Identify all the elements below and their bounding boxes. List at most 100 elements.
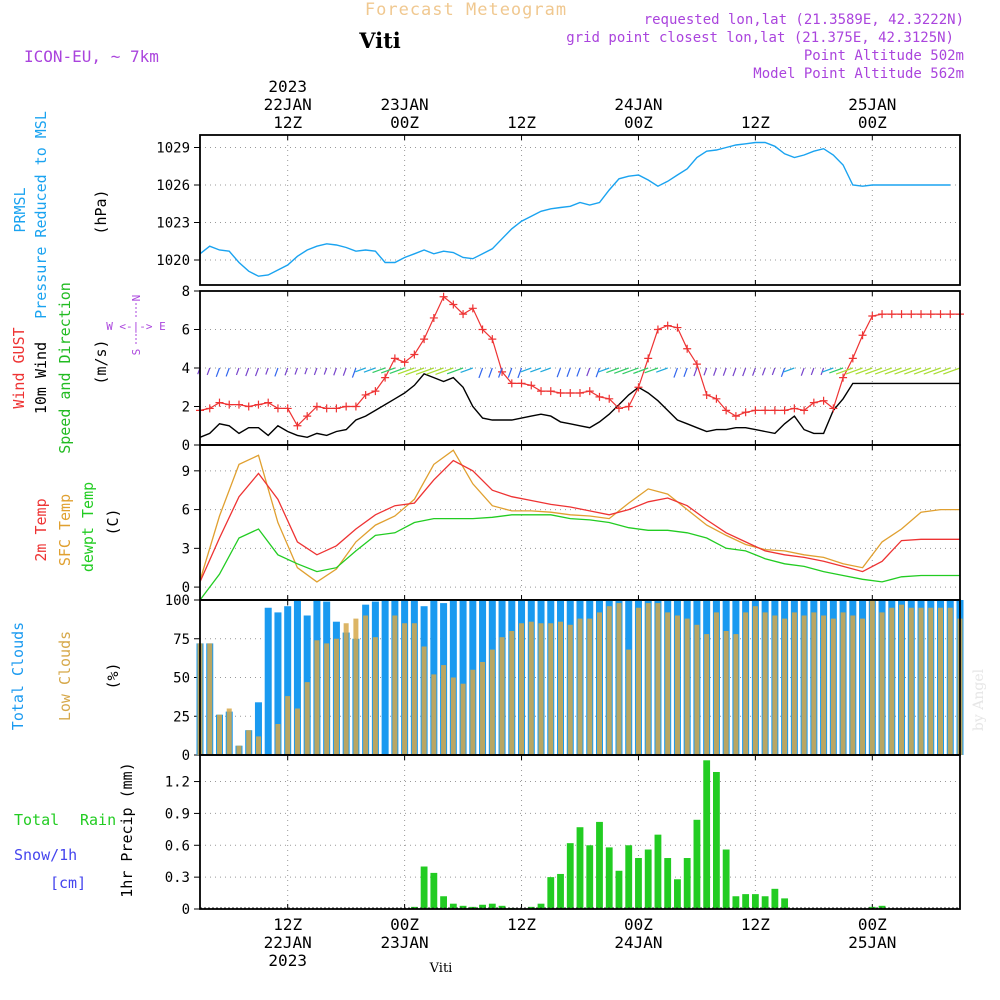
gust-point [917,310,926,319]
wind-direction-arrow [556,367,562,378]
wind-direction-arrow [752,367,756,376]
low-cloud-bar [626,649,632,755]
bottom-time-text: 12Z [507,915,536,934]
low-cloud-bar [704,634,710,755]
wind-direction-arrow [633,367,649,374]
wind-direction-arrow [215,367,221,378]
rain-bar [615,870,623,909]
rain-bar [430,872,438,909]
gust-point [576,389,584,398]
dewpt-label: dewpt Temp [79,482,97,572]
y-tick-label: 6 [182,503,190,519]
top-time-text: 2023 [268,77,307,96]
wind-direction-arrow [586,367,591,377]
gust-point [254,400,263,409]
low-cloud-bar [879,612,885,755]
gust-point [283,404,292,413]
compass-we: W <-|-> E [106,320,166,333]
low-cloud-bar [899,604,905,755]
low-cloud-bar [918,607,924,755]
gust-point [371,387,380,396]
gust-point [400,358,409,367]
wind-direction-arrow [800,367,805,376]
low-cloud-bar [216,714,222,755]
low-cloud-bar [372,637,378,755]
low-cloud-bar [713,612,719,755]
gust-label: Wind GUST [10,327,28,408]
low-cloud-bar [460,683,466,755]
gust-point [205,404,214,413]
wind-direction-arrow [389,367,405,374]
gust-point [478,325,487,334]
wind-direction-arrow [614,367,629,374]
wind-direction-arrow [622,367,639,375]
low-cloud-bar [791,612,797,755]
wind-direction-arrow [313,367,318,376]
low-cloud-bar [363,615,369,755]
wind-direction-arrow [683,367,688,378]
gust-point [673,323,682,332]
gust-point [507,379,516,388]
top-time-text: 12Z [741,113,770,132]
y-tick-label: 1029 [156,141,190,157]
panel-frame [199,754,961,910]
low-cloud-bar [635,607,641,755]
low-cloud-bar [606,606,612,755]
temp-unit-label: (C) [104,508,122,535]
low-cloud-bar [294,708,300,755]
gust-point [624,402,633,411]
total-cloud-bar [284,606,292,755]
low-cloud-bar [889,607,895,755]
gust-point [546,387,555,396]
wind-direction-arrow [673,367,678,378]
y-tick-label: 0.3 [165,870,190,886]
low-cloud-bar [314,640,320,755]
wind-direction-arrow [355,367,366,373]
wind-direction-arrow [274,367,279,377]
total-label: Total [14,811,59,829]
rain-bar [625,845,633,909]
wind-direction-arrow [904,367,922,375]
temp-labels: 2m Temp SFC Temp dewpt Temp (C) [32,482,122,572]
pressure-labels: PRMSL Pressure Reduced to MSL (hPa) [11,111,110,319]
low-cloud-bar [450,677,456,755]
wind-direction-arrow [507,367,513,378]
rain-bar [410,906,418,909]
low-cloud-bar [538,623,544,755]
top-time-label: 12Z [507,113,536,132]
gust-point [839,373,848,382]
cloud-unit-label: (%) [104,662,122,689]
wind-direction-arrow [855,367,873,375]
total-cloud-bar [459,600,467,755]
wind-direction-arrow [810,367,815,376]
y-tick-label: 8 [182,284,190,300]
snow-label: Snow/1h [14,846,77,864]
wind-direction-arrow [829,367,844,374]
rain-bar [703,760,711,909]
wind-direction-arrow [761,367,766,376]
model-name: ICON-EU, ~ 7km [24,47,159,66]
gust-point [332,404,341,413]
wind-direction-arrow [397,367,415,375]
rain-bar [781,898,789,909]
low-cloud-bar [743,612,749,755]
total-clouds-label: Total Clouds [9,622,27,730]
wind-direction-arrow [780,367,786,378]
bottom-time-text: 12Z [273,915,302,934]
wind-direction-arrow [821,367,834,373]
grid-point-coords: grid point closest lon,lat (21.375E, 42.… [566,30,954,46]
panel-frame [199,134,961,286]
total-cloud-bar [293,600,301,755]
low-cloud-bar [509,631,515,755]
low-cloud-bar [548,623,554,755]
top-time-text: 00Z [624,113,653,132]
rain-bar [596,821,603,909]
wind-direction-arrow [478,367,484,379]
low-cloud-bar [499,637,505,755]
gust-point [361,390,370,399]
wind-direction-arrow [304,367,308,375]
